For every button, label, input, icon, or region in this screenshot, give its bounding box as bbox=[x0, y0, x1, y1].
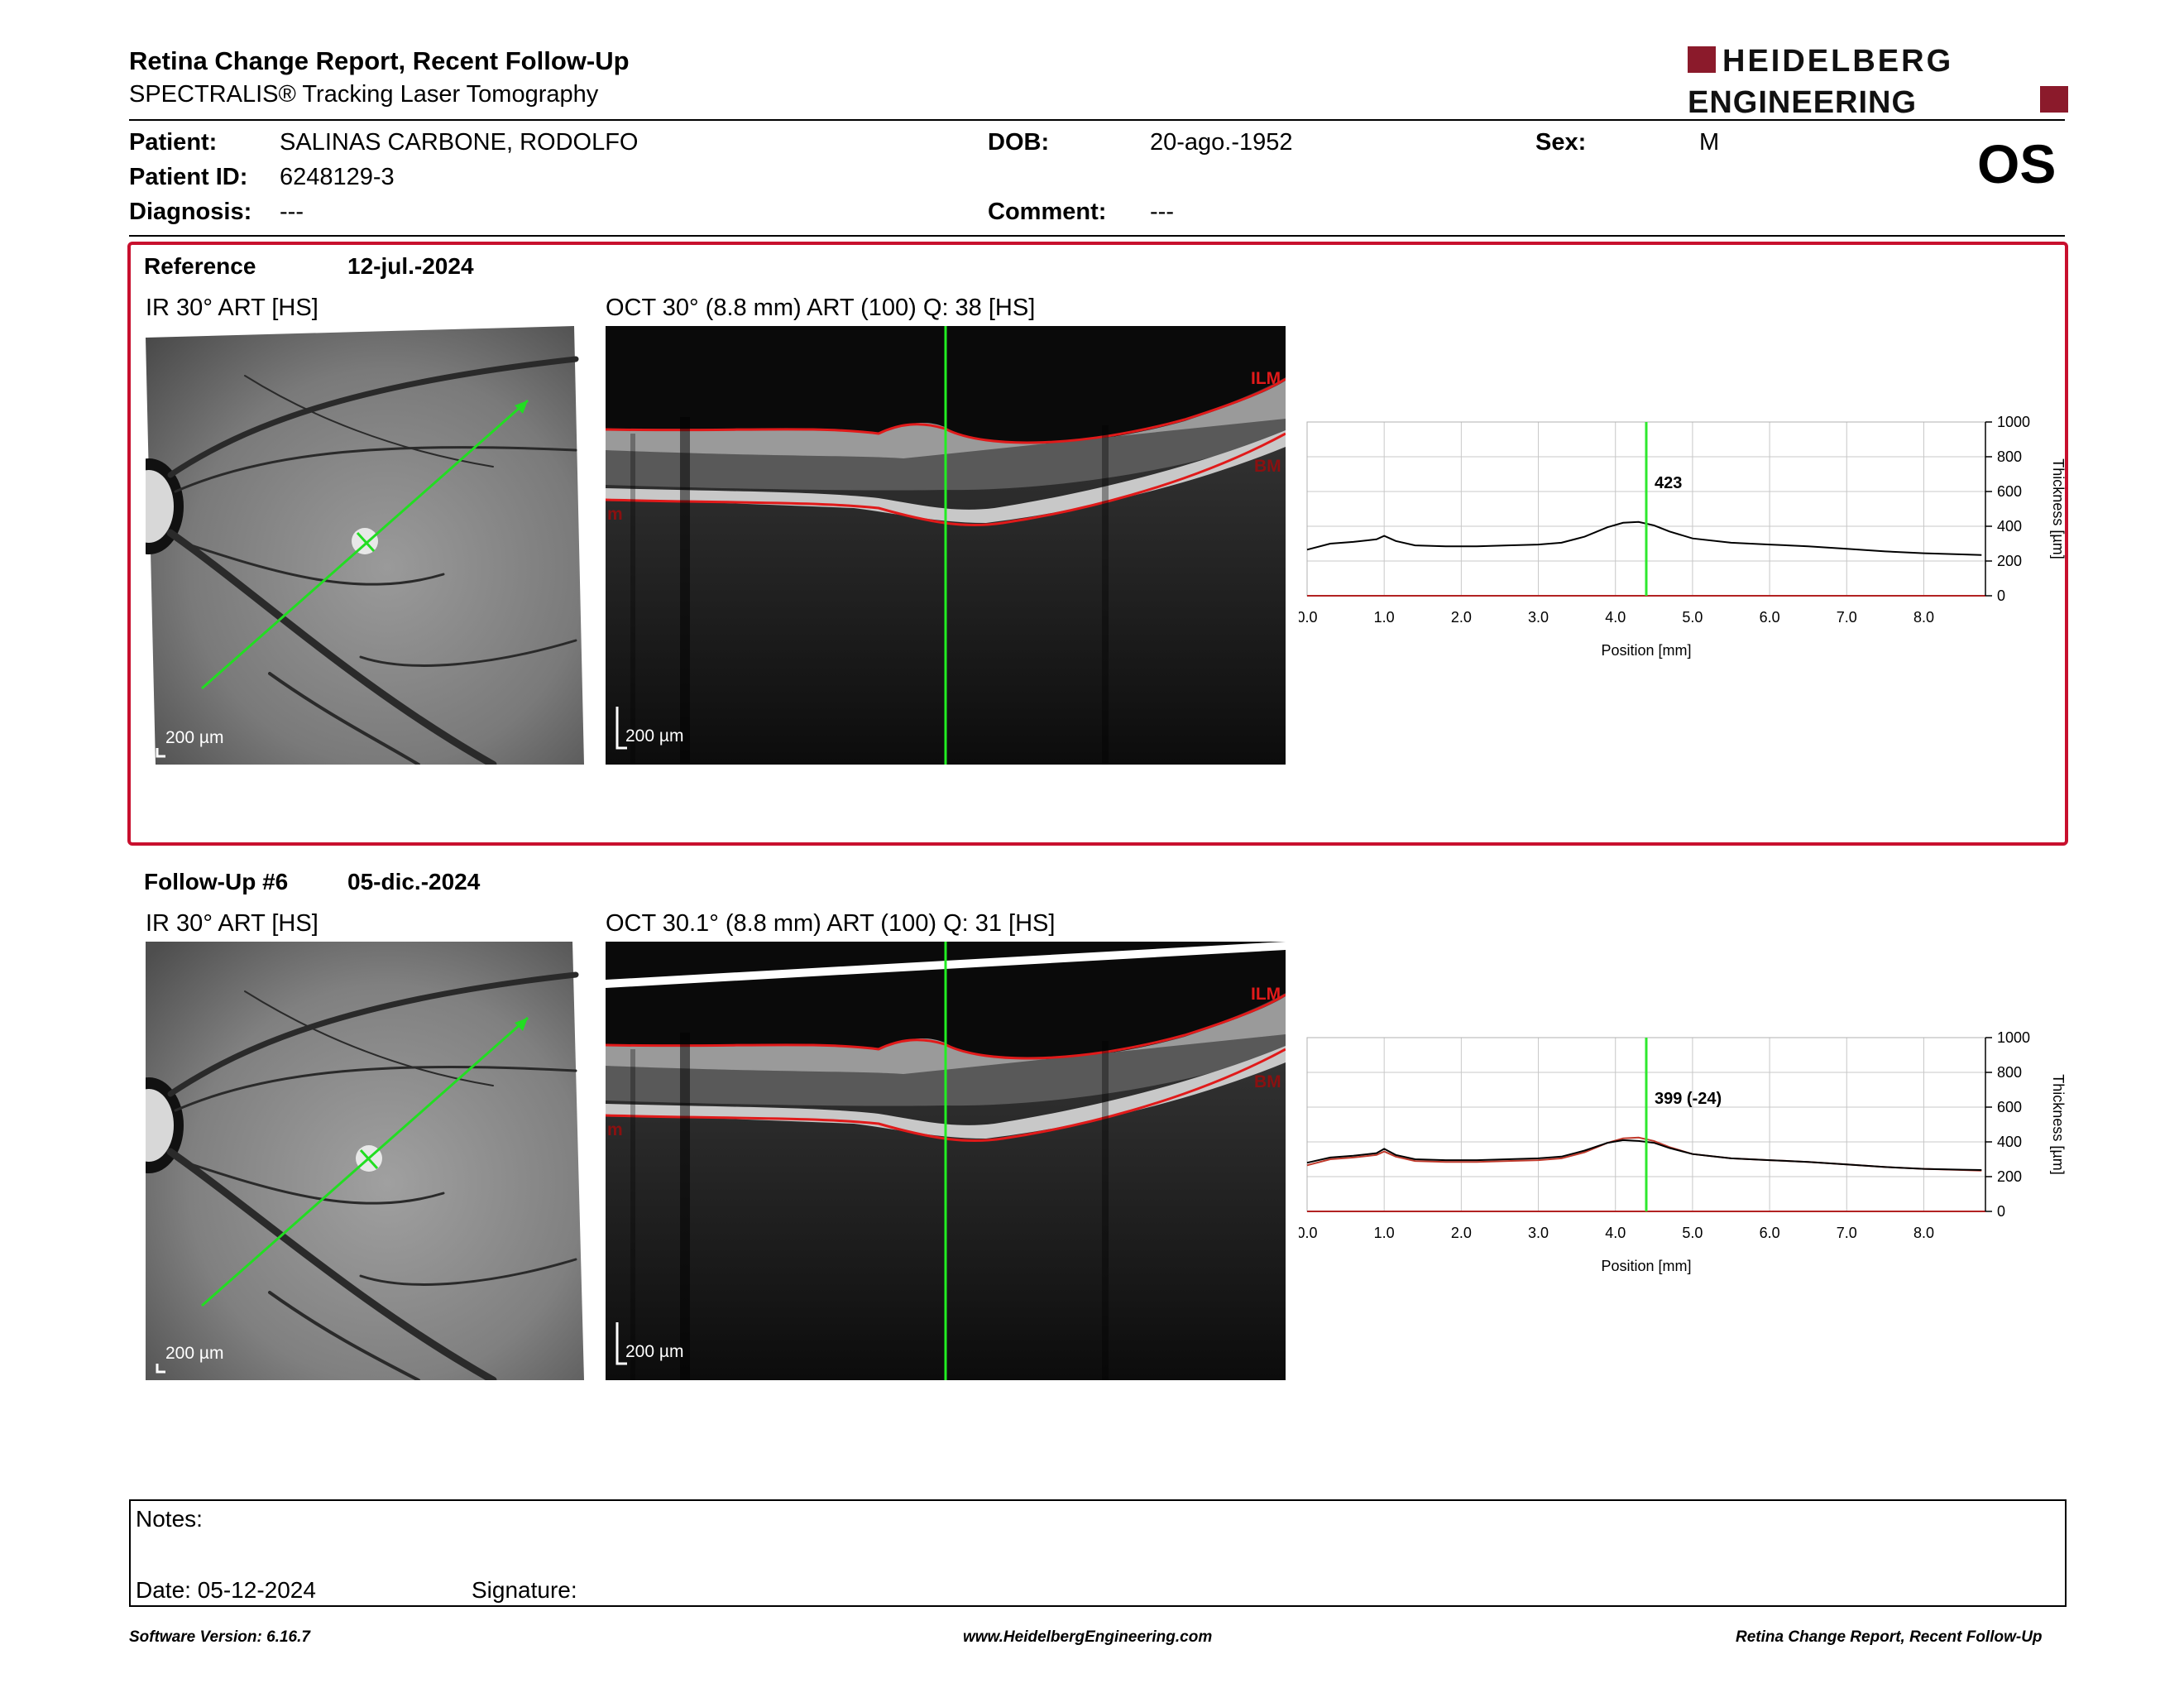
reference-thickness-chart: 0 200 400 600 800 1000 0.0 1.0 2.0 3.0 4.0 5.0 6.0 7.… bbox=[1299, 414, 2067, 659]
x-tick-label: 4.0 bbox=[1605, 609, 1626, 626]
reference-ir-image: 200 µm bbox=[146, 326, 584, 765]
dob-value: 20-ago.-1952 bbox=[1150, 129, 1293, 156]
reference-oct-scale: 200 µm bbox=[625, 727, 684, 746]
x-tick-label: 6.0 bbox=[1760, 609, 1780, 626]
reference-edge-label: m bbox=[607, 505, 623, 524]
notes-label: Notes: bbox=[136, 1506, 203, 1532]
x-tick-label: 0.0 bbox=[1299, 609, 1318, 626]
series-line bbox=[1306, 1139, 1982, 1171]
diagnosis-value: --- bbox=[280, 199, 304, 225]
reference-date: 12-jul.-2024 bbox=[347, 253, 474, 279]
x-tick-label: 4.0 bbox=[1605, 1225, 1626, 1241]
diagnosis-label: Diagnosis: bbox=[129, 199, 252, 225]
y-tick-label: 1000 bbox=[1997, 414, 2030, 430]
reference-label: Reference bbox=[144, 253, 256, 279]
x-tick-label: 8.0 bbox=[1913, 1225, 1934, 1241]
notes-box[interactable] bbox=[129, 1499, 2067, 1607]
y-tick-label: 0 bbox=[1997, 587, 2005, 604]
dob-label: DOB: bbox=[988, 129, 1050, 156]
y-tick-label: 400 bbox=[1997, 1134, 2022, 1150]
followup-oct-title: OCT 30.1° (8.8 mm) ART (100) Q: 31 [HS] bbox=[606, 910, 1056, 937]
x-tick-label: 0.0 bbox=[1299, 1225, 1318, 1241]
website-link[interactable]: www.HeidelbergEngineering.com bbox=[963, 1628, 1213, 1646]
footer-report-name: Retina Change Report, Recent Follow-Up bbox=[1736, 1628, 2043, 1646]
followup-oct-scale: 200 µm bbox=[625, 1342, 684, 1361]
y-tick-label: 600 bbox=[1997, 483, 2022, 500]
sex-value: M bbox=[1699, 129, 1720, 156]
followup-bm-label: BM bbox=[1254, 1072, 1281, 1091]
followup-label: Follow-Up #6 bbox=[144, 869, 289, 894]
y-tick-label: 400 bbox=[1997, 518, 2022, 535]
series-line bbox=[1306, 520, 1982, 556]
reference-ir-scale: 200 µm bbox=[165, 728, 224, 747]
logo-block-top bbox=[1688, 46, 1716, 73]
report-subtitle: SPECTRALIS® Tracking Laser Tomography bbox=[129, 81, 599, 108]
x-tick-label: 8.0 bbox=[1913, 609, 1934, 626]
y-tick-label: 0 bbox=[1997, 1203, 2005, 1220]
eye-indicator: OS bbox=[1977, 133, 2057, 194]
patient-rule bbox=[129, 235, 2065, 237]
reference-oct-title: OCT 30° (8.8 mm) ART (100) Q: 38 [HS] bbox=[606, 295, 1036, 321]
followup-ilm-label: ILM bbox=[1251, 985, 1281, 1004]
followup-ir-scale: 200 µm bbox=[165, 1344, 224, 1363]
x-tick-label: 2.0 bbox=[1451, 1225, 1472, 1241]
y-tick-label: 200 bbox=[1997, 553, 2022, 569]
reference-bm-label: BM bbox=[1254, 457, 1281, 476]
reference-ir-title: IR 30° ART [HS] bbox=[146, 295, 318, 321]
y-tick-label: 800 bbox=[1997, 1064, 2022, 1081]
logo-text-line2: ENGINEERING bbox=[1688, 85, 1917, 119]
logo-text-line1: HEIDELBERG bbox=[1722, 44, 1953, 79]
reference-oct-image: ILM BM m 200 µm bbox=[606, 326, 1286, 765]
followup-date: 05-dic.-2024 bbox=[347, 869, 481, 894]
report-title: Retina Change Report, Recent Follow-Up bbox=[129, 46, 630, 75]
y-tick-label: 200 bbox=[1997, 1168, 2022, 1185]
series-line bbox=[1306, 1136, 1982, 1172]
software-version: Software Version: 6.16.7 bbox=[129, 1628, 310, 1646]
y-axis-label: Thickness [µm] bbox=[2050, 1074, 2067, 1174]
x-tick-label: 1.0 bbox=[1374, 609, 1395, 626]
x-tick-label: 5.0 bbox=[1682, 609, 1703, 626]
followup-ir-image: 200 µm bbox=[146, 942, 584, 1380]
x-tick-label: 3.0 bbox=[1528, 609, 1549, 626]
y-tick-label: 600 bbox=[1997, 1099, 2022, 1115]
date-label: Date: 05-12-2024 bbox=[136, 1577, 316, 1603]
followup-oct-image: ILM BM m 200 µm bbox=[606, 942, 1286, 1380]
followup-thickness-chart: 0 200 400 600 800 1000 0.0 1.0 2.0 3.0 4.0 5.0 6.0 7.… bbox=[1299, 1029, 2067, 1274]
marker-value-label: 399 (-24) bbox=[1655, 1090, 1722, 1108]
x-tick-label: 3.0 bbox=[1528, 1225, 1549, 1241]
heidelberg-logo: HEIDELBERG ENGINEERING bbox=[1688, 44, 2068, 119]
sex-label: Sex: bbox=[1535, 129, 1587, 156]
marker-value-label: 423 bbox=[1655, 474, 1682, 492]
x-tick-label: 7.0 bbox=[1837, 1225, 1857, 1241]
signature-label: Signature: bbox=[472, 1577, 577, 1603]
comment-label: Comment: bbox=[988, 199, 1107, 225]
x-tick-label: 1.0 bbox=[1374, 1225, 1395, 1241]
reference-highlight-box bbox=[127, 242, 2068, 846]
comment-value: --- bbox=[1150, 199, 1174, 225]
followup-ir-title: IR 30° ART [HS] bbox=[146, 910, 318, 937]
y-tick-label: 1000 bbox=[1997, 1029, 2030, 1046]
patient-id: 6248129-3 bbox=[280, 164, 395, 190]
x-tick-label: 6.0 bbox=[1760, 1225, 1780, 1241]
patient-label: Patient: bbox=[129, 129, 218, 156]
x-axis-label: Position [mm] bbox=[1601, 1258, 1691, 1274]
x-tick-label: 5.0 bbox=[1682, 1225, 1703, 1241]
y-tick-label: 800 bbox=[1997, 448, 2022, 465]
x-tick-label: 2.0 bbox=[1451, 609, 1472, 626]
x-tick-label: 7.0 bbox=[1837, 609, 1857, 626]
patient-name: SALINAS CARBONE, RODOLFO bbox=[280, 129, 639, 156]
header-rule bbox=[129, 119, 2065, 121]
x-axis-label: Position [mm] bbox=[1601, 642, 1691, 659]
reference-ilm-label: ILM bbox=[1251, 369, 1281, 388]
patient-id-label: Patient ID: bbox=[129, 164, 248, 190]
followup-edge-label: m bbox=[607, 1120, 623, 1139]
y-axis-label: Thickness [µm] bbox=[2050, 458, 2067, 559]
logo-block-bottom bbox=[2040, 86, 2068, 113]
